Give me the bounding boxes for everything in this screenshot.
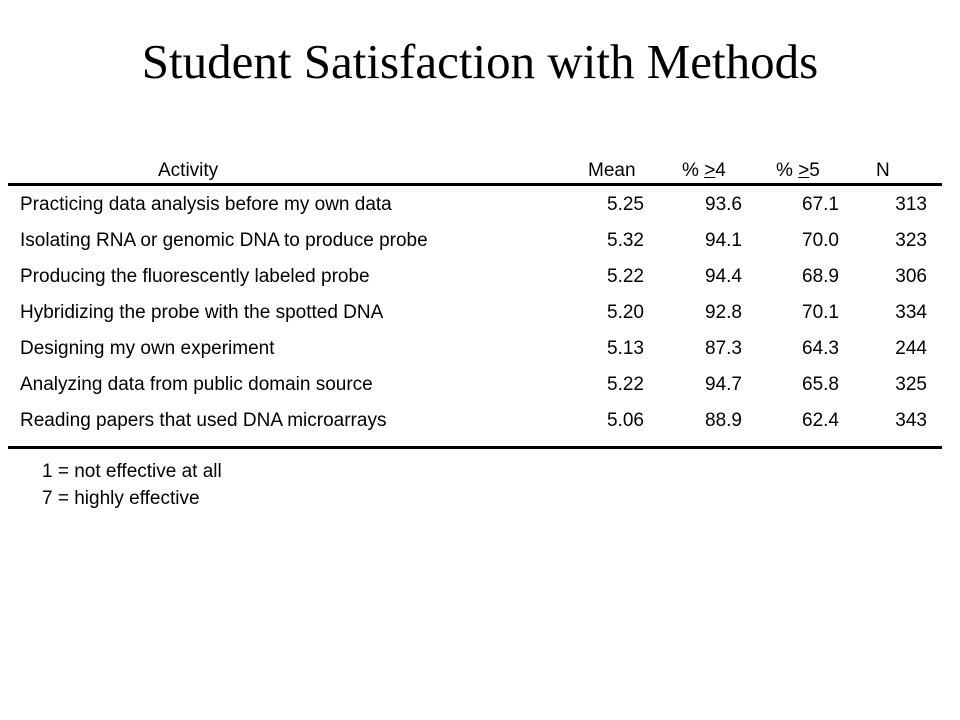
header-pct-ge-4: % >4 bbox=[682, 160, 726, 182]
cell-n: 343 bbox=[895, 410, 927, 431]
cell-n: 325 bbox=[895, 374, 927, 395]
header-pct-ge-5-prefix: % bbox=[776, 160, 799, 181]
cell-pct-ge-4: 94.1 bbox=[705, 230, 742, 251]
header-pct-ge-5: % >5 bbox=[776, 160, 820, 182]
header-row: Activity Mean % >4 % >5 N bbox=[8, 156, 942, 184]
cell-mean: 5.13 bbox=[607, 338, 644, 359]
header-pct-ge-4-symbol: > bbox=[704, 160, 716, 181]
cell-pct-ge-4: 88.9 bbox=[705, 410, 742, 431]
header-n: N bbox=[876, 160, 890, 181]
table-row: Analyzing data from public domain source… bbox=[8, 368, 942, 404]
table-top-rule bbox=[8, 183, 942, 186]
table-row: Producing the fluorescently labeled prob… bbox=[8, 260, 942, 296]
cell-activity: Isolating RNA or genomic DNA to produce … bbox=[20, 230, 428, 251]
cell-pct-ge-4: 93.6 bbox=[705, 194, 742, 215]
slide-title: Student Satisfaction with Methods bbox=[141, 34, 819, 89]
cell-mean: 5.22 bbox=[607, 374, 644, 395]
cell-mean: 5.32 bbox=[607, 230, 644, 251]
table-header: Activity Mean % >4 % >5 N bbox=[8, 156, 942, 184]
cell-activity: Hybridizing the probe with the spotted D… bbox=[20, 302, 384, 323]
cell-activity: Designing my own experiment bbox=[20, 338, 275, 359]
cell-pct-ge-4: 87.3 bbox=[705, 338, 742, 359]
cell-pct-ge-5: 65.8 bbox=[802, 374, 839, 395]
cell-activity: Practicing data analysis before my own d… bbox=[20, 194, 392, 215]
table-row: Practicing data analysis before my own d… bbox=[8, 188, 942, 224]
cell-pct-ge-5: 67.1 bbox=[802, 194, 839, 215]
header-activity: Activity bbox=[158, 160, 219, 181]
table-row: Hybridizing the probe with the spotted D… bbox=[8, 296, 942, 332]
cell-pct-ge-5: 70.1 bbox=[802, 302, 839, 323]
cell-activity: Producing the fluorescently labeled prob… bbox=[20, 266, 370, 287]
cell-pct-ge-4: 94.7 bbox=[705, 374, 742, 395]
header-mean: Mean bbox=[588, 160, 636, 181]
cell-pct-ge-4: 94.4 bbox=[705, 266, 742, 287]
cell-n: 306 bbox=[895, 266, 927, 287]
cell-mean: 5.20 bbox=[607, 302, 644, 323]
cell-mean: 5.22 bbox=[607, 266, 644, 287]
cell-n: 334 bbox=[895, 302, 927, 323]
header-pct-ge-5-symbol: > bbox=[798, 160, 810, 181]
table-row: Isolating RNA or genomic DNA to produce … bbox=[8, 224, 942, 260]
table-body: Practicing data analysis before my own d… bbox=[8, 188, 942, 440]
legend-line-max: 7 = highly effective bbox=[42, 488, 200, 509]
cell-n: 244 bbox=[895, 338, 927, 359]
table-bottom-rule bbox=[8, 446, 942, 449]
cell-mean: 5.06 bbox=[607, 410, 644, 431]
scale-legend: 1 = not effective at all 7 = highly effe… bbox=[42, 458, 222, 512]
cell-pct-ge-5: 62.4 bbox=[802, 410, 839, 431]
cell-mean: 5.25 bbox=[607, 194, 644, 215]
table-row: Reading papers that used DNA microarrays… bbox=[8, 404, 942, 440]
header-pct-ge-4-number: 4 bbox=[715, 160, 726, 181]
cell-activity: Analyzing data from public domain source bbox=[20, 374, 373, 395]
table-row: Designing my own experiment 5.13 87.3 64… bbox=[8, 332, 942, 368]
cell-pct-ge-5: 64.3 bbox=[802, 338, 839, 359]
legend-line-min: 1 = not effective at all bbox=[42, 461, 222, 482]
cell-pct-ge-4: 92.8 bbox=[705, 302, 742, 323]
header-pct-ge-4-prefix: % bbox=[682, 160, 705, 181]
cell-pct-ge-5: 68.9 bbox=[802, 266, 839, 287]
cell-n: 323 bbox=[895, 230, 927, 251]
header-pct-ge-5-number: 5 bbox=[809, 160, 820, 181]
cell-activity: Reading papers that used DNA microarrays bbox=[20, 410, 387, 431]
cell-n: 313 bbox=[895, 194, 927, 215]
cell-pct-ge-5: 70.0 bbox=[802, 230, 839, 251]
